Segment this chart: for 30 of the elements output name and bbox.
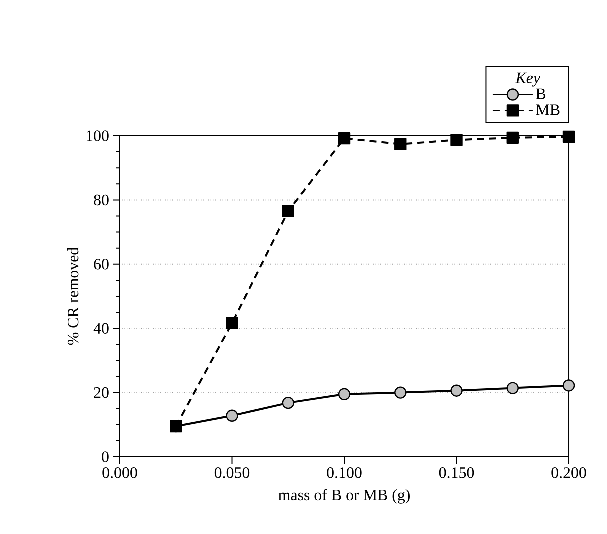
y-tick-label: 100 [86, 130, 109, 142]
y-tick-label: 60 [94, 259, 109, 270]
y-tick-label: 80 [94, 194, 109, 206]
y-tick-label: 0 [102, 452, 109, 462]
legend-title: Key [516, 72, 540, 87]
legend-label: B [536, 88, 546, 100]
point [394, 138, 407, 150]
point [450, 384, 463, 397]
x-tick-label: 0.000 [102, 468, 138, 478]
point [394, 386, 407, 399]
point [506, 132, 519, 144]
point [282, 396, 294, 410]
point [226, 410, 238, 422]
x-tick-label: 0.100 [327, 468, 362, 478]
point [562, 380, 576, 392]
point [450, 134, 463, 146]
point [338, 132, 351, 145]
legend-label: MB [536, 104, 560, 116]
x-tick-label: 0.150 [439, 468, 474, 478]
x-axis-title: mass of B or MB (g) [278, 489, 410, 504]
y-tick-label: 40 [94, 323, 109, 334]
x-tick-label: 0.200 [552, 468, 586, 478]
y-axis-title: % CR removed [67, 248, 79, 346]
point [338, 388, 351, 401]
point [282, 205, 294, 218]
y-tick-label: 20 [94, 387, 109, 398]
point [506, 382, 519, 394]
point [226, 317, 238, 330]
point [562, 130, 576, 144]
x-tick-label: 0.050 [214, 468, 250, 478]
